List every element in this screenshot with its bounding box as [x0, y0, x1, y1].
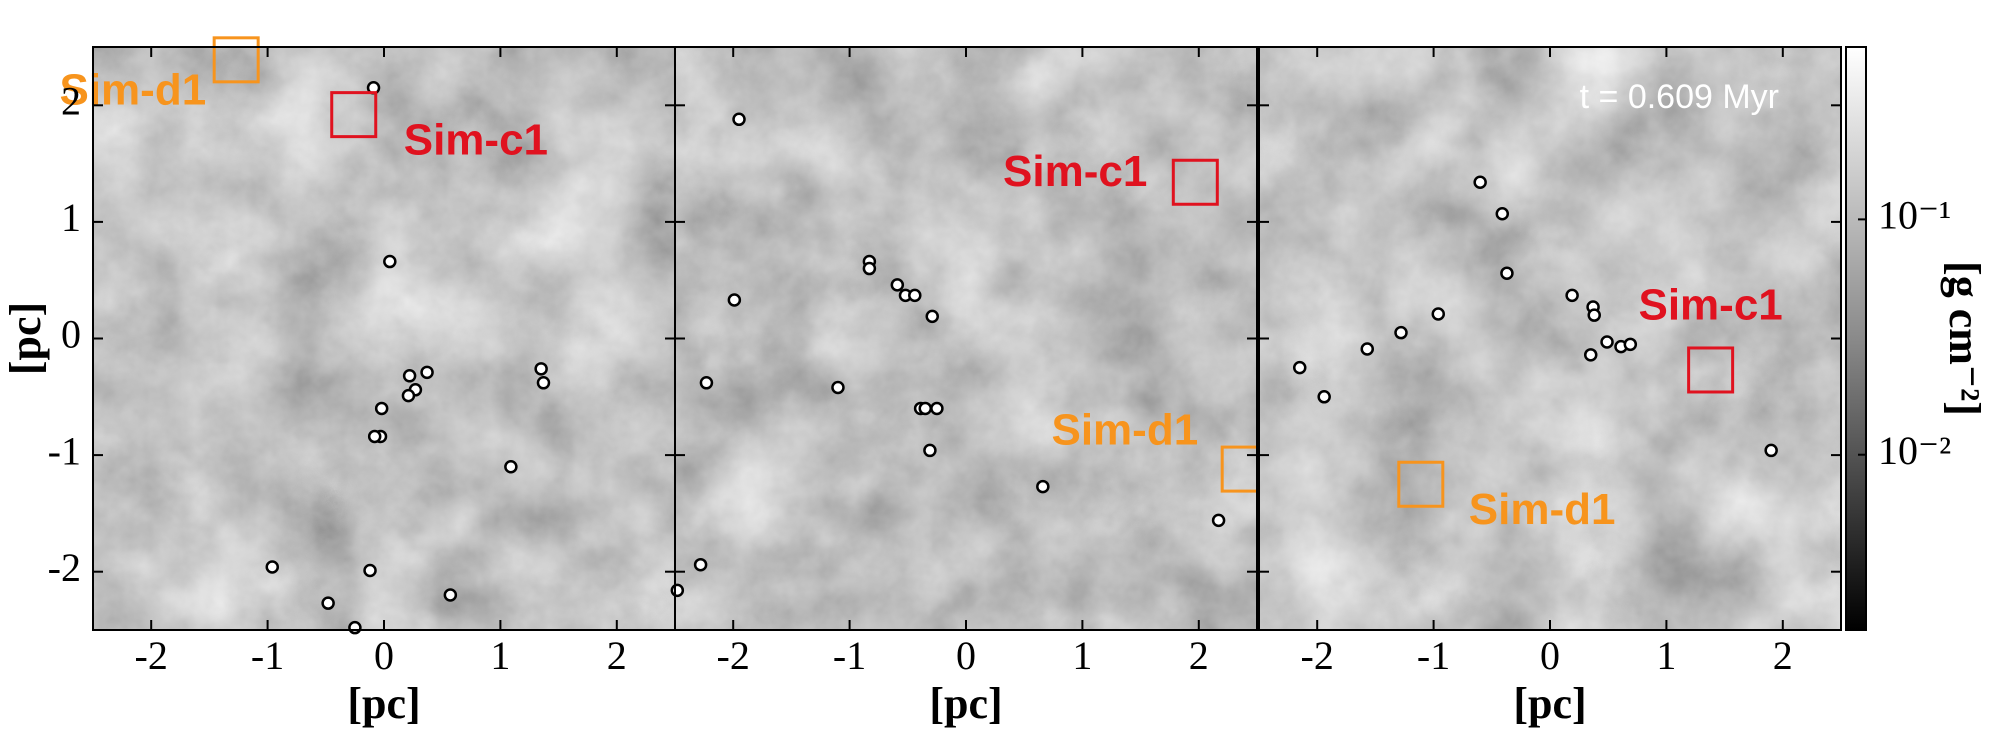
sink-particle: [1764, 443, 1778, 458]
colorbar-tick-label: 10⁻¹: [1878, 193, 1951, 238]
x-tick-label: 1: [1072, 633, 1092, 678]
region-box: [1397, 460, 1445, 508]
x-tick-label: 0: [956, 633, 976, 678]
sink-particle: [367, 429, 382, 444]
region-label: Sim-d1: [1051, 406, 1198, 455]
sink-particle: [1211, 513, 1226, 528]
region-box: [1171, 158, 1219, 206]
sink-particle: [925, 309, 939, 324]
region-label: Sim-c1: [404, 115, 548, 164]
colorbar: [1845, 46, 1867, 631]
sink-particle: [693, 557, 708, 572]
sink-particle: [321, 596, 335, 610]
x-axis-label: [pc]: [929, 679, 1002, 728]
sink-particle: [536, 376, 551, 390]
x-tick-label: 2: [607, 633, 627, 678]
colorbar-label: [g cm⁻²]: [1940, 261, 1989, 416]
y-tick-label: -1: [48, 428, 81, 473]
sink-particle: [1394, 325, 1408, 340]
sink-particle: [1495, 206, 1510, 221]
x-tick-label: 1: [1656, 633, 1676, 678]
x-tick-label: -1: [251, 633, 284, 678]
sink-particle: [1565, 288, 1579, 303]
sink-particle: [265, 560, 280, 574]
x-tick-label: 1: [490, 633, 510, 678]
sink-particle: [374, 401, 389, 416]
sink-particle: [402, 369, 417, 383]
colorbar-tick-label: 10⁻²: [1878, 428, 1951, 473]
x-tick-label: 0: [374, 633, 394, 678]
sink-particle: [1600, 335, 1614, 349]
sink-particle: [1317, 390, 1331, 404]
region-box: [330, 91, 378, 139]
sink-particle: [727, 293, 742, 307]
sink-particle: [923, 443, 937, 458]
sink-particle: [732, 112, 746, 127]
sink-particle: [1583, 348, 1598, 362]
density-map: [675, 47, 1257, 630]
sink-particle: [1360, 342, 1375, 356]
x-tick-label: -1: [833, 633, 866, 678]
sink-particle: [862, 261, 877, 276]
sink-particle: [1500, 266, 1514, 280]
sink-particle: [534, 362, 548, 376]
region-box: [212, 36, 260, 84]
x-tick-label: 2: [1189, 633, 1209, 678]
x-tick-label: 0: [1540, 633, 1560, 678]
x-tick-label: -2: [1301, 633, 1334, 678]
sink-particle: [420, 365, 434, 380]
x-tick-label: -1: [1417, 633, 1450, 678]
region-label: Sim-d1: [1469, 485, 1616, 534]
x-tick-label: 2: [1773, 633, 1793, 678]
sink-particle: [1431, 307, 1446, 321]
sink-particle: [348, 620, 362, 635]
sink-particle: [831, 380, 845, 395]
x-tick-label: -2: [717, 633, 750, 678]
sink-particle: [504, 460, 518, 474]
time-label: t = 0.609 Myr: [1580, 78, 1779, 116]
sink-particle: [908, 288, 922, 303]
sink-particle: [363, 563, 377, 578]
sink-particle: [1587, 308, 1601, 322]
y-tick-label: 0: [61, 312, 81, 357]
sink-particle: [1036, 479, 1050, 494]
x-tick-label: -2: [135, 633, 168, 678]
region-label: Sim-c1: [1003, 147, 1147, 196]
sink-particle: [699, 376, 714, 390]
x-axis-label: [pc]: [1513, 679, 1586, 728]
region-box: [1687, 346, 1735, 394]
sink-particle: [1623, 337, 1638, 352]
sink-particle: [670, 583, 685, 598]
y-tick-label: 2: [61, 78, 81, 123]
sink-particle: [401, 388, 416, 403]
density-map: [93, 47, 675, 630]
sink-particle: [443, 588, 458, 602]
sink-particle: [918, 401, 933, 416]
sink-particle: [383, 254, 397, 269]
y-tick-label: 1: [61, 195, 81, 240]
x-axis-label: [pc]: [347, 679, 420, 728]
sink-particle: [930, 401, 944, 416]
sink-particle: [1292, 360, 1307, 375]
region-label: Sim-c1: [1638, 281, 1782, 330]
sink-particle: [1473, 175, 1487, 190]
y-tick-label: -2: [48, 545, 81, 590]
y-axis-label: [pc]: [1, 302, 50, 375]
sink-particle: [890, 278, 905, 292]
region-label: Sim-d1: [59, 65, 206, 114]
density-map: [1259, 47, 1841, 630]
